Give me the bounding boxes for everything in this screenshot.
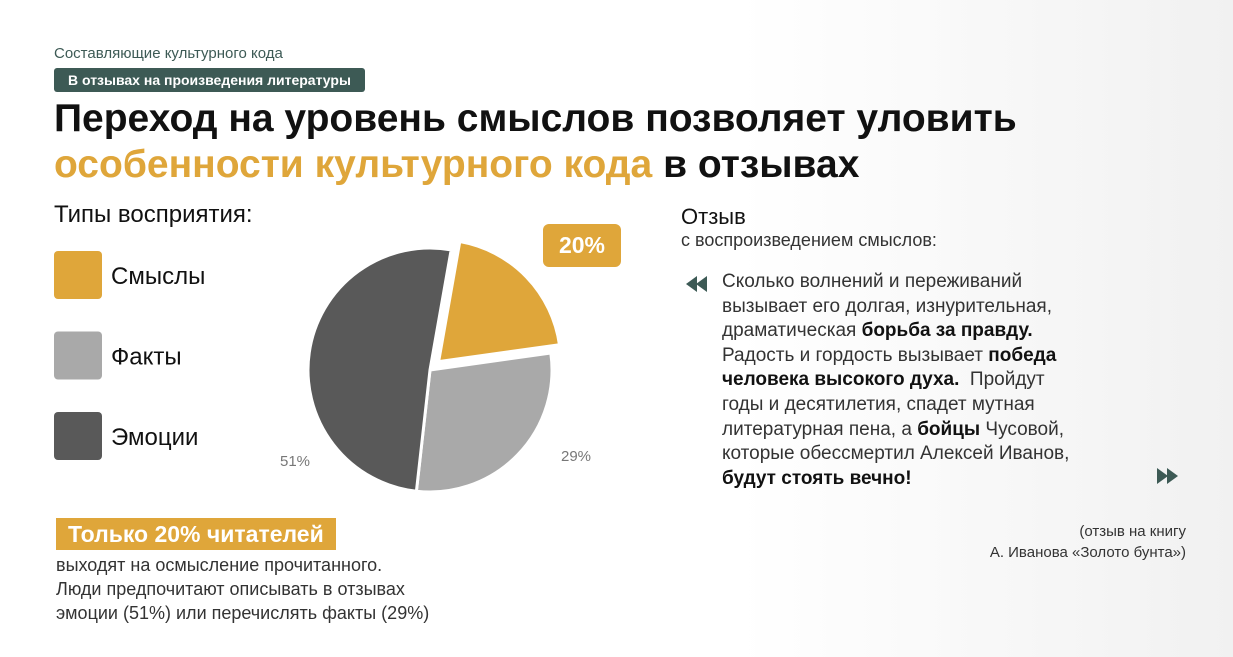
review-line: человека высокого духа. Пройдут <box>722 368 1069 393</box>
legend-label: Факты <box>111 344 182 371</box>
pie-slice <box>414 351 554 494</box>
review-line: которые обессмертил Алексей Иванов, <box>722 442 1069 467</box>
review-segment: литературная пена, а <box>722 418 918 440</box>
conclusion: выходят на осмысление прочитанного. Люди … <box>56 553 429 625</box>
review-segment: Радость и гордость вызывает <box>722 344 989 366</box>
source-line: А. Иванова «Золото бунта») <box>989 544 1186 561</box>
pie-slice <box>436 239 562 364</box>
subtitle: Составляющие культурного кода <box>54 45 283 62</box>
value-label: 51% <box>280 453 310 470</box>
review-line: будут стоять вечно! <box>722 467 1069 492</box>
review-segment: Чусовой, <box>980 418 1064 440</box>
pie-slice <box>306 246 453 493</box>
review-segment: Пройдут <box>959 369 1045 391</box>
review-segment: победа <box>988 344 1057 366</box>
title-segment: особенности культурного кода <box>54 143 653 186</box>
title-segment: в отзывах <box>652 143 860 186</box>
source: (отзыв на книгу А. Иванова «Золото бунта»… <box>990 521 1186 563</box>
review-line: драматическая борьба за правду. <box>722 319 1069 344</box>
review-line: вызывает его долгая, изнурительная, <box>722 295 1069 320</box>
value-label-box <box>543 224 621 267</box>
value-label: 20% <box>559 232 605 258</box>
review-segment: которые обессмертил Алексей Иванов, <box>722 443 1070 465</box>
quote-close <box>1157 468 1178 484</box>
review-line: Сколько волнений и переживаний <box>722 270 1069 295</box>
review-title: Отзыв <box>681 204 746 229</box>
title-line: Переход на уровень смыслов позволяет уло… <box>54 96 1017 142</box>
review-segment: вызывает его долгая, изнурительная, <box>722 295 1052 317</box>
highlight: Только 20% читателей <box>56 518 336 550</box>
source-line: (отзыв на книгу <box>1079 523 1186 540</box>
conclusion-line: Люди предпочитают описывать в отзывах <box>56 579 405 599</box>
review-line: Радость и гордость вызывает победа <box>722 344 1069 369</box>
review-segment: человека высокого духа. <box>722 369 960 391</box>
review-line: литературная пена, а бойцы Чусовой, <box>722 418 1069 443</box>
review-segment: борьба за правду. <box>861 320 1033 342</box>
review-segment: годы и десятилетия, спадет мутная <box>722 393 1035 415</box>
legend-label: Эмоции <box>111 424 198 451</box>
legend-swatch <box>54 331 102 380</box>
legend-label: Смыслы <box>111 263 205 290</box>
review-text: Сколько волнений и переживаний вызывает е… <box>722 270 1069 491</box>
title: Переход на уровень смыслов позволяет уло… <box>54 96 1017 188</box>
review-subtitle: с воспроизведением смыслов: <box>681 230 937 250</box>
review-segment: драматическая <box>722 320 862 342</box>
title-segment: Переход на уровень смыслов позволяет уло… <box>54 97 1017 140</box>
value-label: 29% <box>561 448 591 465</box>
review-segment: бойцы <box>917 418 981 440</box>
tag: В отзывах на произведения литературы <box>54 68 365 92</box>
legend-swatch <box>54 412 102 460</box>
review-segment: Сколько волнений и переживаний <box>722 271 1023 292</box>
title-line: особенности культурного кода в отзывах <box>54 142 1017 188</box>
legend-title: Типы восприятия: <box>54 201 253 228</box>
legend-swatch <box>54 251 102 299</box>
quote-open <box>686 276 707 292</box>
conclusion-line: эмоции (51%) или перечислять факты (29%) <box>56 603 430 623</box>
review-line: годы и десятилетия, спадет мутная <box>722 393 1069 418</box>
conclusion-line: выходят на осмысление прочитанного. <box>56 555 383 575</box>
review-segment: будут стоять вечно! <box>722 467 912 489</box>
